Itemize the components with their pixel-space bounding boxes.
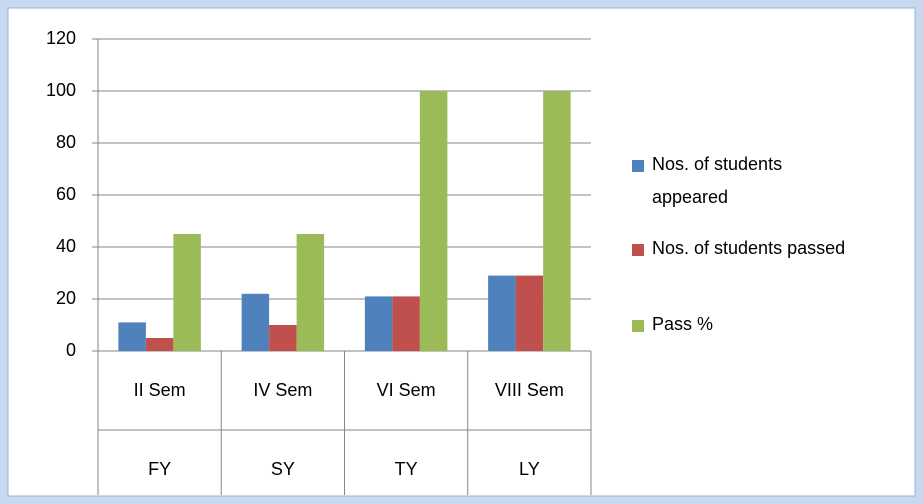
bar — [241, 293, 270, 351]
bar — [392, 296, 420, 351]
bar — [296, 234, 325, 351]
bar — [173, 234, 201, 351]
bar — [269, 325, 297, 351]
x-group-label: SY — [271, 459, 295, 479]
y-tick-label: 0 — [66, 340, 76, 360]
x-tick-label: II Sem — [134, 380, 186, 400]
legend-swatch — [632, 160, 644, 172]
x-group-label: TY — [395, 459, 418, 479]
chart-area — [7, 7, 916, 497]
y-tick-label: 80 — [56, 132, 76, 152]
y-tick-label: 100 — [46, 80, 76, 100]
legend: Nos. of students appeared Nos. of student… — [632, 148, 845, 341]
legend-label: Pass % — [652, 314, 714, 334]
bar — [364, 296, 393, 351]
x-group-label: FY — [148, 459, 171, 479]
x-tick-label: VI Sem — [377, 380, 436, 400]
y-tick-label: 40 — [56, 236, 76, 256]
legend-item: Pass % — [632, 308, 845, 341]
bar — [515, 275, 544, 351]
bar — [118, 322, 146, 351]
bar — [419, 91, 448, 351]
legend-item: Nos. of students passed — [632, 232, 845, 265]
bar — [145, 338, 174, 351]
y-tick-label: 60 — [56, 184, 76, 204]
legend-swatch — [632, 244, 644, 256]
bar — [543, 91, 571, 351]
legend-swatch — [632, 320, 644, 332]
x-group-label: LY — [519, 459, 540, 479]
legend-item: Nos. of students appeared — [632, 148, 842, 214]
legend-label: Nos. of students passed — [652, 238, 846, 258]
y-tick-label: 120 — [46, 28, 76, 48]
bar — [488, 275, 516, 351]
x-tick-label: IV Sem — [253, 380, 312, 400]
legend-label: Nos. of students appeared — [652, 154, 783, 207]
y-tick-label: 20 — [56, 288, 76, 308]
x-tick-label: VIII Sem — [495, 380, 564, 400]
